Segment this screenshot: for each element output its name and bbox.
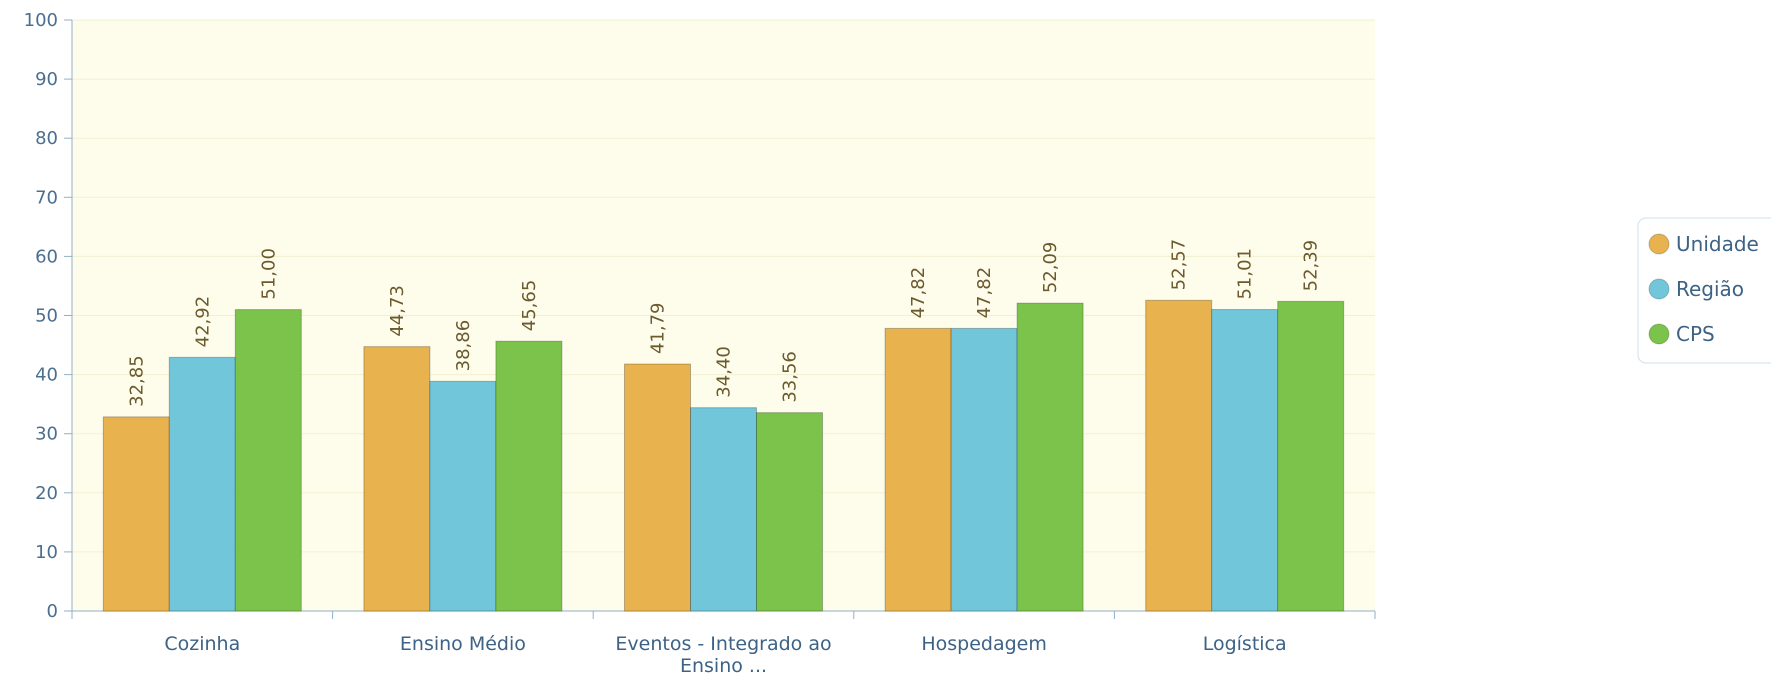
bar (884, 327, 952, 612)
bar (234, 309, 302, 612)
value-label: 32,85 (126, 355, 147, 407)
legend-label: Região (1676, 277, 1744, 301)
legend-label: CPS (1676, 322, 1715, 346)
bar (429, 380, 497, 612)
bar (102, 416, 170, 612)
legend-marker (1648, 323, 1670, 345)
legend-label: Unidade (1676, 232, 1759, 256)
y-tick-label: 40 (35, 365, 58, 386)
y-tick-label: 0 (47, 601, 58, 622)
bar (756, 412, 823, 612)
x-tick-label: Logística (1202, 633, 1287, 655)
bar (1211, 309, 1279, 612)
x-tick-label: Ensino Médio (399, 633, 526, 655)
value-label: 38,86 (453, 320, 474, 372)
value-label: 33,56 (780, 351, 801, 403)
legend-box (1637, 217, 1771, 364)
value-label: 45,65 (519, 280, 540, 332)
value-label: 34,40 (714, 346, 735, 398)
bar (1145, 299, 1213, 612)
y-tick-label: 100 (24, 10, 58, 31)
value-label: 51,00 (258, 248, 279, 300)
y-tick-label: 20 (35, 483, 58, 504)
value-label: 47,82 (908, 267, 929, 319)
value-label: 41,79 (648, 302, 669, 354)
x-tick-label: Cozinha (164, 633, 241, 655)
bar (363, 346, 431, 612)
legend-marker (1648, 233, 1670, 255)
legend-marker (1648, 278, 1670, 300)
y-tick-label: 60 (35, 246, 58, 267)
value-label: 52,39 (1301, 240, 1322, 292)
value-label: 44,73 (387, 285, 408, 337)
y-tick-label: 90 (35, 69, 58, 90)
value-label: 52,09 (1040, 242, 1061, 294)
y-tick-label: 50 (35, 306, 58, 327)
y-tick-label: 30 (35, 424, 58, 445)
value-label: 47,82 (974, 267, 995, 319)
bar (624, 363, 691, 612)
bar (1016, 302, 1084, 612)
value-label: 51,01 (1235, 248, 1256, 300)
bar (950, 327, 1018, 612)
value-label: 52,57 (1169, 239, 1190, 291)
bar (1277, 300, 1345, 612)
value-label: 42,92 (192, 296, 213, 348)
bar (690, 407, 757, 612)
bar (495, 340, 563, 612)
y-tick-label: 10 (35, 542, 58, 563)
bar (168, 356, 236, 612)
y-tick-label: 70 (35, 187, 58, 208)
y-tick-label: 80 (35, 128, 58, 149)
x-tick-label: Eventos - Integrado ao Ensino ... (615, 633, 832, 677)
x-tick-label: Hospedagem (921, 633, 1047, 655)
